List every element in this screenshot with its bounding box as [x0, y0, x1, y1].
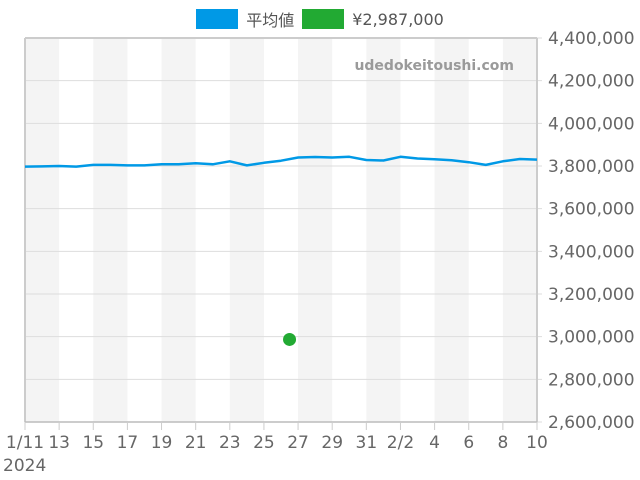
x-tick-label: 17 — [117, 433, 139, 453]
y-tick-label: 4,400,000 — [548, 29, 635, 49]
x-tick-label: 1/11 — [6, 433, 44, 453]
chart-legend: 平均値 ¥2,987,000 — [0, 8, 640, 30]
x-tick-label: 15 — [82, 433, 104, 453]
x-tick-label: 19 — [151, 433, 173, 453]
x-tick-label: 23 — [219, 433, 241, 453]
legend-label-price: ¥2,987,000 — [352, 9, 444, 29]
watermark: udedokeitoushi.com — [354, 58, 514, 74]
average-line[interactable] — [24, 155, 538, 168]
price-point[interactable] — [283, 332, 297, 346]
band — [366, 38, 401, 422]
legend-swatch-price — [302, 9, 345, 29]
legend-item-price[interactable]: ¥2,987,000 — [302, 9, 444, 29]
y-tick-label: 2,800,000 — [548, 370, 635, 390]
y-tick-label: 4,000,000 — [548, 114, 635, 134]
band — [298, 38, 333, 422]
x-tick-label: 6 — [463, 433, 474, 453]
data-series — [24, 155, 538, 346]
band — [434, 38, 469, 422]
band — [93, 38, 128, 422]
y-tick-label: 3,400,000 — [548, 242, 635, 262]
x-tick-label: 10 — [526, 433, 548, 453]
band — [229, 38, 264, 422]
x-tick-label: 21 — [185, 433, 207, 453]
legend-swatch-average — [196, 9, 239, 29]
y-tick-label: 2,600,000 — [548, 413, 635, 433]
y-tick-label: 4,200,000 — [548, 72, 635, 92]
x-tick-label: 29 — [321, 433, 343, 453]
y-axis-labels: 4,400,000 4,200,000 4,000,000 3,800,000 3,60… — [548, 29, 635, 433]
x-tick-label: 2/2 — [387, 433, 414, 453]
x-year-label: 2024 — [3, 456, 46, 476]
x-tick-label: 25 — [253, 433, 275, 453]
x-tick-label: 27 — [287, 433, 309, 453]
x-tick-label: 31 — [356, 433, 378, 453]
x-axis-labels: 1/11 13 15 17 19 21 23 25 27 29 31 2/2 4 6 8 10 2024 — [3, 433, 548, 476]
y-tick-label: 3,200,000 — [548, 285, 635, 305]
axes — [24, 37, 538, 430]
legend-label-average: 平均値 — [246, 11, 295, 30]
y-tick-label: 3,600,000 — [548, 200, 635, 220]
x-tick-label: 13 — [48, 433, 70, 453]
background-bands — [25, 38, 537, 422]
x-tick-label: 8 — [497, 433, 508, 453]
x-tick-label: 4 — [429, 433, 440, 453]
band — [161, 38, 196, 422]
band — [25, 38, 60, 422]
y-tick-label: 3,800,000 — [548, 157, 635, 177]
legend-item-average[interactable]: 平均値 — [196, 7, 294, 31]
y-tick-label: 3,000,000 — [548, 328, 635, 348]
band — [502, 38, 537, 422]
